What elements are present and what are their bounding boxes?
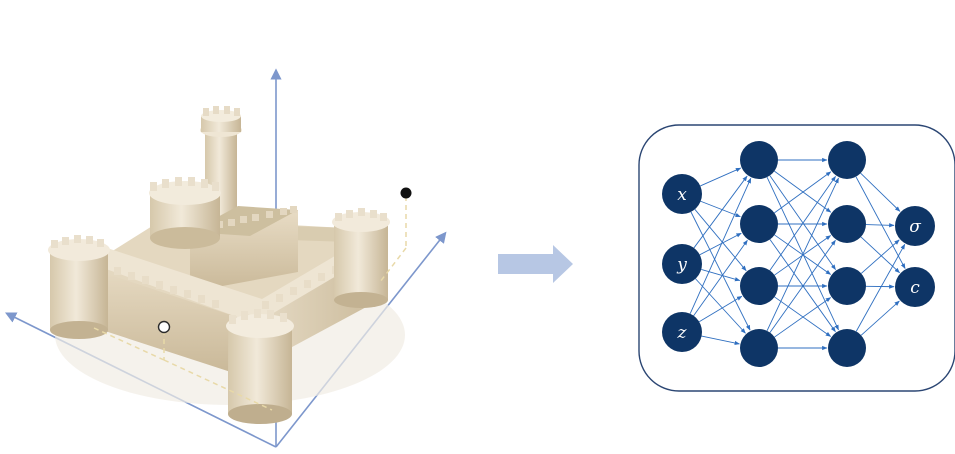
input-label-1: y (676, 255, 687, 275)
hidden2-node-3 (828, 329, 866, 367)
input-node-0 (662, 174, 702, 214)
sample-point-inside (157, 320, 171, 334)
output-label-1: c (910, 278, 920, 298)
edge-input-1-to-hidden1-2 (701, 269, 741, 282)
edge-hidden2-2-to-output-0 (860, 239, 900, 274)
edge-hidden1-3-to-hidden2-1 (769, 239, 836, 333)
edge-input-2-to-hidden1-3 (701, 335, 740, 346)
edge-hidden2-0-to-output-1 (855, 176, 906, 269)
edge-input-1-to-hidden1-1 (699, 232, 742, 256)
right-arrow-icon (498, 245, 573, 283)
edge-input-2-to-hidden1-1 (693, 239, 748, 316)
edge-hidden1-2-to-hidden2-3 (774, 296, 832, 337)
edge-input-2-to-hidden1-0 (689, 177, 752, 314)
hidden2-node-0 (828, 141, 866, 179)
edge-hidden1-3-to-hidden2-0 (766, 177, 839, 331)
castle-icon (48, 106, 405, 424)
input-label-0: x (677, 185, 687, 205)
edge-hidden2-3-to-output-1 (860, 300, 900, 336)
network-edges (689, 157, 906, 351)
hidden1-node-0 (740, 141, 778, 179)
edge-input-2-to-hidden1-2 (698, 295, 743, 323)
edge-hidden1-0-to-hidden2-2 (769, 175, 836, 271)
hidden1-node-2 (740, 267, 778, 305)
edge-hidden1-2-to-hidden2-0 (769, 175, 836, 271)
edge-hidden2-0-to-output-0 (860, 172, 901, 212)
sample-point-projections (93, 196, 407, 411)
edge-hidden1-0-to-hidden2-1 (774, 170, 832, 213)
hidden1-node-1 (740, 205, 778, 243)
output-node-0 (895, 206, 935, 246)
hidden2-node-2 (828, 267, 866, 305)
edge-input-0-to-hidden1-2 (694, 209, 747, 272)
hidden1-node-3 (740, 329, 778, 367)
hidden2-node-1 (828, 205, 866, 243)
output-node-1 (895, 267, 935, 307)
edge-hidden1-3-to-hidden2-2 (774, 297, 832, 338)
edge-input-0-to-hidden1-3 (690, 211, 751, 331)
edge-hidden2-3-to-output-0 (855, 243, 906, 332)
edge-hidden2-1-to-output-1 (860, 236, 900, 274)
edge-hidden2-1-to-output-0 (865, 223, 895, 228)
network-panel (638, 124, 955, 392)
edge-input-0-to-hidden1-1 (700, 200, 741, 218)
edge-input-1-to-hidden1-3 (695, 278, 746, 334)
sample-point-outside (400, 187, 412, 199)
input-label-2: z (677, 323, 688, 343)
edge-input-0-to-hidden1-0 (700, 167, 742, 187)
edge-input-1-to-hidden1-0 (693, 175, 748, 249)
edge-hidden1-1-to-hidden2-0 (774, 171, 832, 214)
network-nodes: x y z σ c (662, 141, 935, 367)
input-node-1 (662, 244, 702, 284)
output-label-0: σ (909, 217, 921, 237)
input-node-2 (662, 312, 702, 352)
